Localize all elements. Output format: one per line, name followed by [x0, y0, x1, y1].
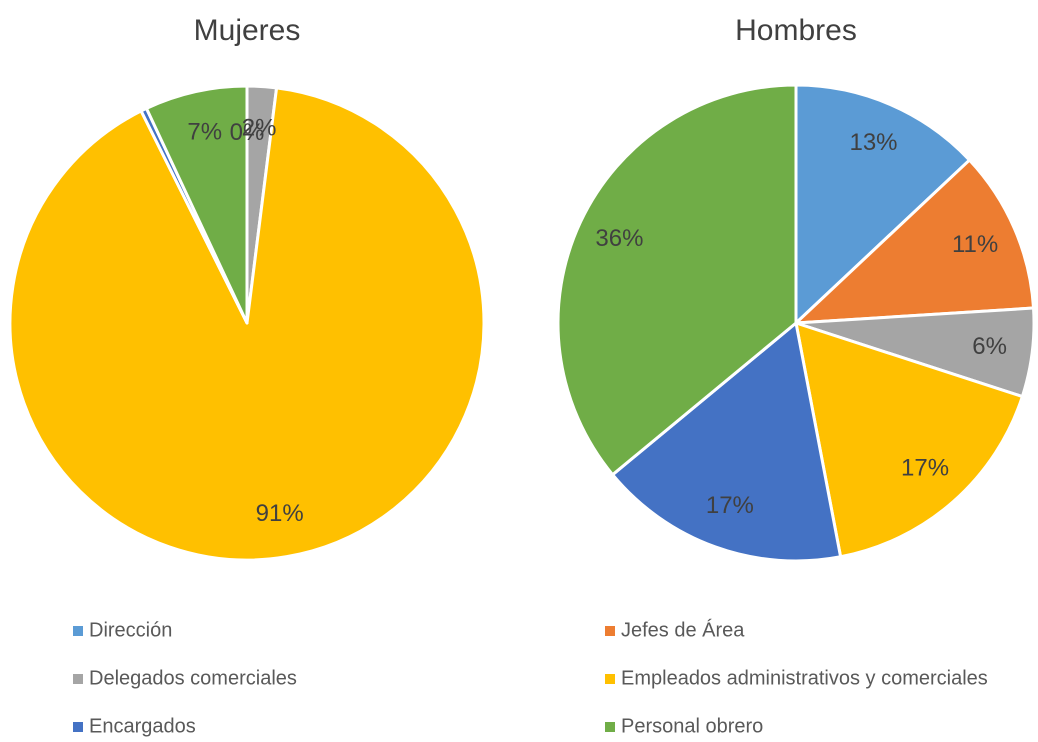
data-label: 7% [187, 119, 222, 146]
data-label: 17% [706, 492, 754, 519]
legend-label: Empleados administrativos y comerciales [621, 667, 988, 689]
data-label: 36% [595, 225, 643, 252]
legend-label: Encargados [89, 715, 196, 737]
chart-title: Hombres [735, 14, 857, 47]
legend-swatch [73, 626, 83, 636]
legend-label: Jefes de Área [621, 618, 745, 641]
legend-swatch [73, 722, 83, 732]
pie-slice [794, 158, 1036, 325]
pie-slice [611, 321, 843, 563]
legend-swatch [73, 674, 83, 684]
pie-slice [794, 83, 971, 325]
legend-swatch [605, 674, 615, 684]
data-label: 2% [242, 114, 277, 141]
legend-swatch [605, 626, 615, 636]
legend-label: Delegados comerciales [89, 667, 297, 689]
chart-title: Mujeres [194, 14, 301, 47]
data-label: 91% [256, 500, 304, 527]
data-label: 0% [230, 119, 265, 146]
pie-slice [556, 83, 798, 477]
pie-slice [794, 321, 1024, 559]
data-label: 17% [901, 455, 949, 482]
legend-swatch [605, 722, 615, 732]
data-label: 6% [972, 333, 1007, 360]
data-label: 13% [849, 129, 897, 156]
legend-label: Dirección [89, 619, 172, 641]
pie-slice [144, 84, 249, 325]
legend-label: Personal obrero [621, 715, 763, 737]
data-label: 11% [952, 231, 998, 258]
